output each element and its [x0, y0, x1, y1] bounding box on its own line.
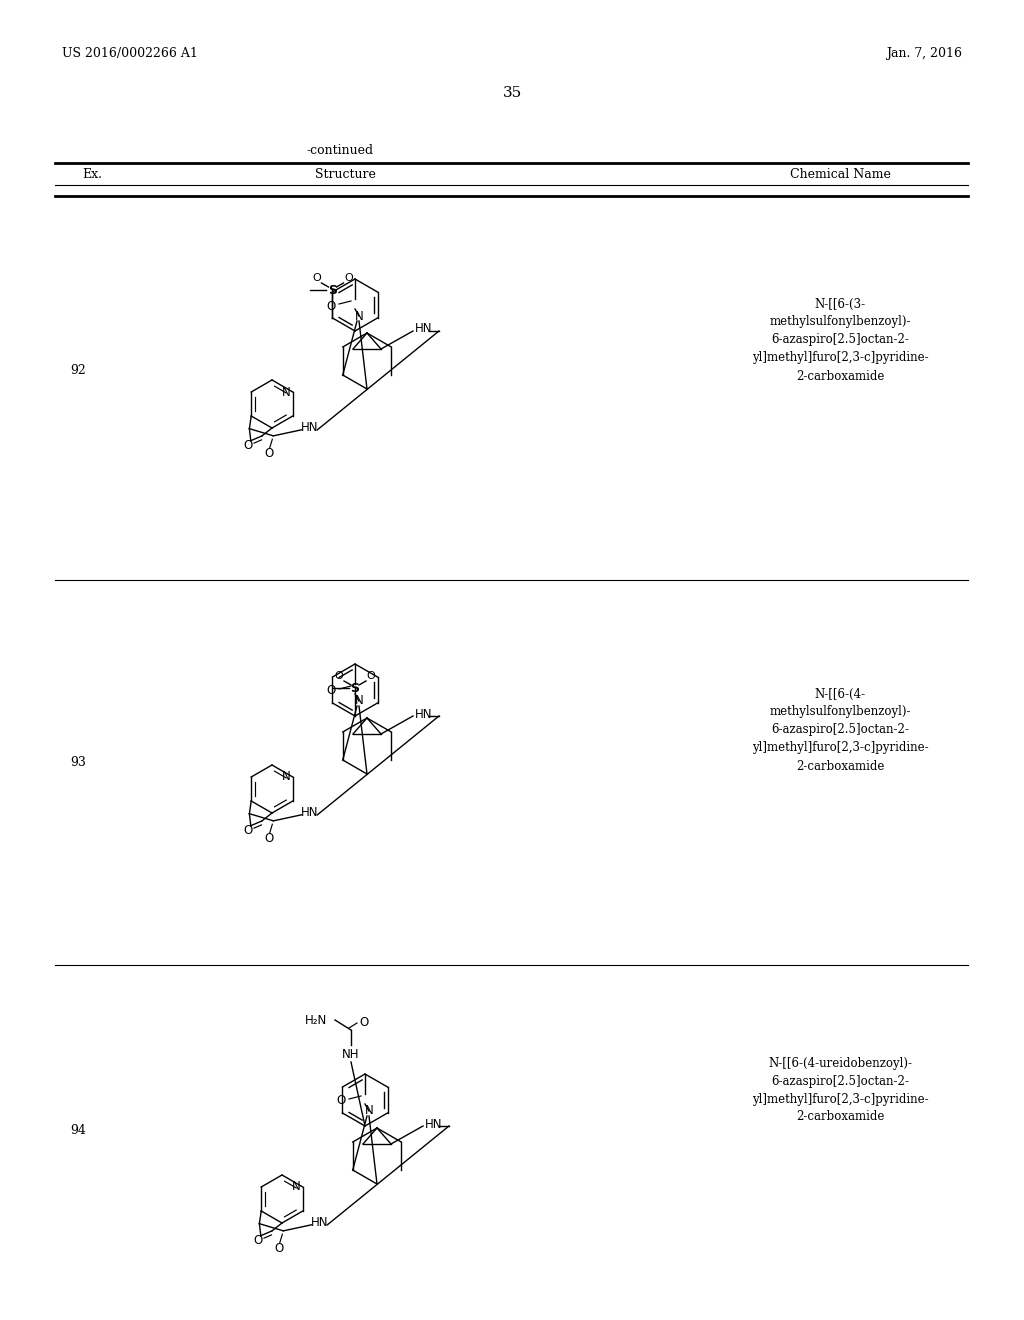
Text: O: O	[264, 446, 273, 459]
Text: O: O	[244, 438, 253, 451]
Text: O: O	[359, 1015, 369, 1028]
Text: O: O	[335, 671, 343, 681]
Text: N: N	[365, 1105, 374, 1118]
Text: N-[[6-(4-
methylsulfonylbenzoyl)-
6-azaspiro[2.5]octan-2-
yl]methyl]furo[2,3-c]p: N-[[6-(4- methylsulfonylbenzoyl)- 6-azas…	[752, 688, 929, 772]
Text: O: O	[336, 1094, 346, 1107]
Text: -continued: -continued	[306, 144, 374, 157]
Text: Ex.: Ex.	[82, 169, 102, 181]
Text: Structure: Structure	[314, 169, 376, 181]
Text: O: O	[254, 1233, 263, 1246]
Text: HN: HN	[301, 807, 318, 820]
Text: 94: 94	[70, 1123, 86, 1137]
Text: N: N	[354, 694, 364, 708]
Text: HN: HN	[311, 1216, 329, 1229]
Text: O: O	[327, 685, 336, 697]
Text: 35: 35	[503, 86, 521, 100]
Text: N-[[6-(4-ureidobenzoyl)-
6-azaspiro[2.5]octan-2-
yl]methyl]furo[2,3-c]pyridine-
: N-[[6-(4-ureidobenzoyl)- 6-azaspiro[2.5]…	[752, 1056, 929, 1123]
Text: O: O	[264, 832, 273, 845]
Text: HN: HN	[425, 1118, 442, 1130]
Text: N: N	[282, 771, 291, 784]
Text: 92: 92	[70, 363, 86, 376]
Text: HN: HN	[301, 421, 318, 434]
Text: O: O	[312, 273, 321, 282]
Text: O: O	[367, 671, 376, 681]
Text: N-[[6-(3-
methylsulfonylbenzoyl)-
6-azaspiro[2.5]octan-2-
yl]methyl]furo[2,3-c]p: N-[[6-(3- methylsulfonylbenzoyl)- 6-azas…	[752, 297, 929, 383]
Text: H₂N: H₂N	[305, 1014, 327, 1027]
Text: N: N	[354, 309, 364, 322]
Text: Chemical Name: Chemical Name	[790, 169, 891, 181]
Text: 93: 93	[70, 755, 86, 768]
Text: HN: HN	[415, 708, 432, 721]
Text: S: S	[328, 284, 337, 297]
Text: O: O	[244, 824, 253, 837]
Text: N: N	[292, 1180, 301, 1193]
Text: US 2016/0002266 A1: US 2016/0002266 A1	[62, 48, 198, 61]
Text: N: N	[282, 385, 291, 399]
Text: S: S	[350, 681, 359, 694]
Text: HN: HN	[415, 322, 432, 335]
Text: Jan. 7, 2016: Jan. 7, 2016	[886, 48, 962, 61]
Text: NH: NH	[342, 1048, 359, 1060]
Text: O: O	[274, 1242, 284, 1255]
Text: O: O	[327, 300, 336, 313]
Text: O: O	[344, 273, 353, 282]
